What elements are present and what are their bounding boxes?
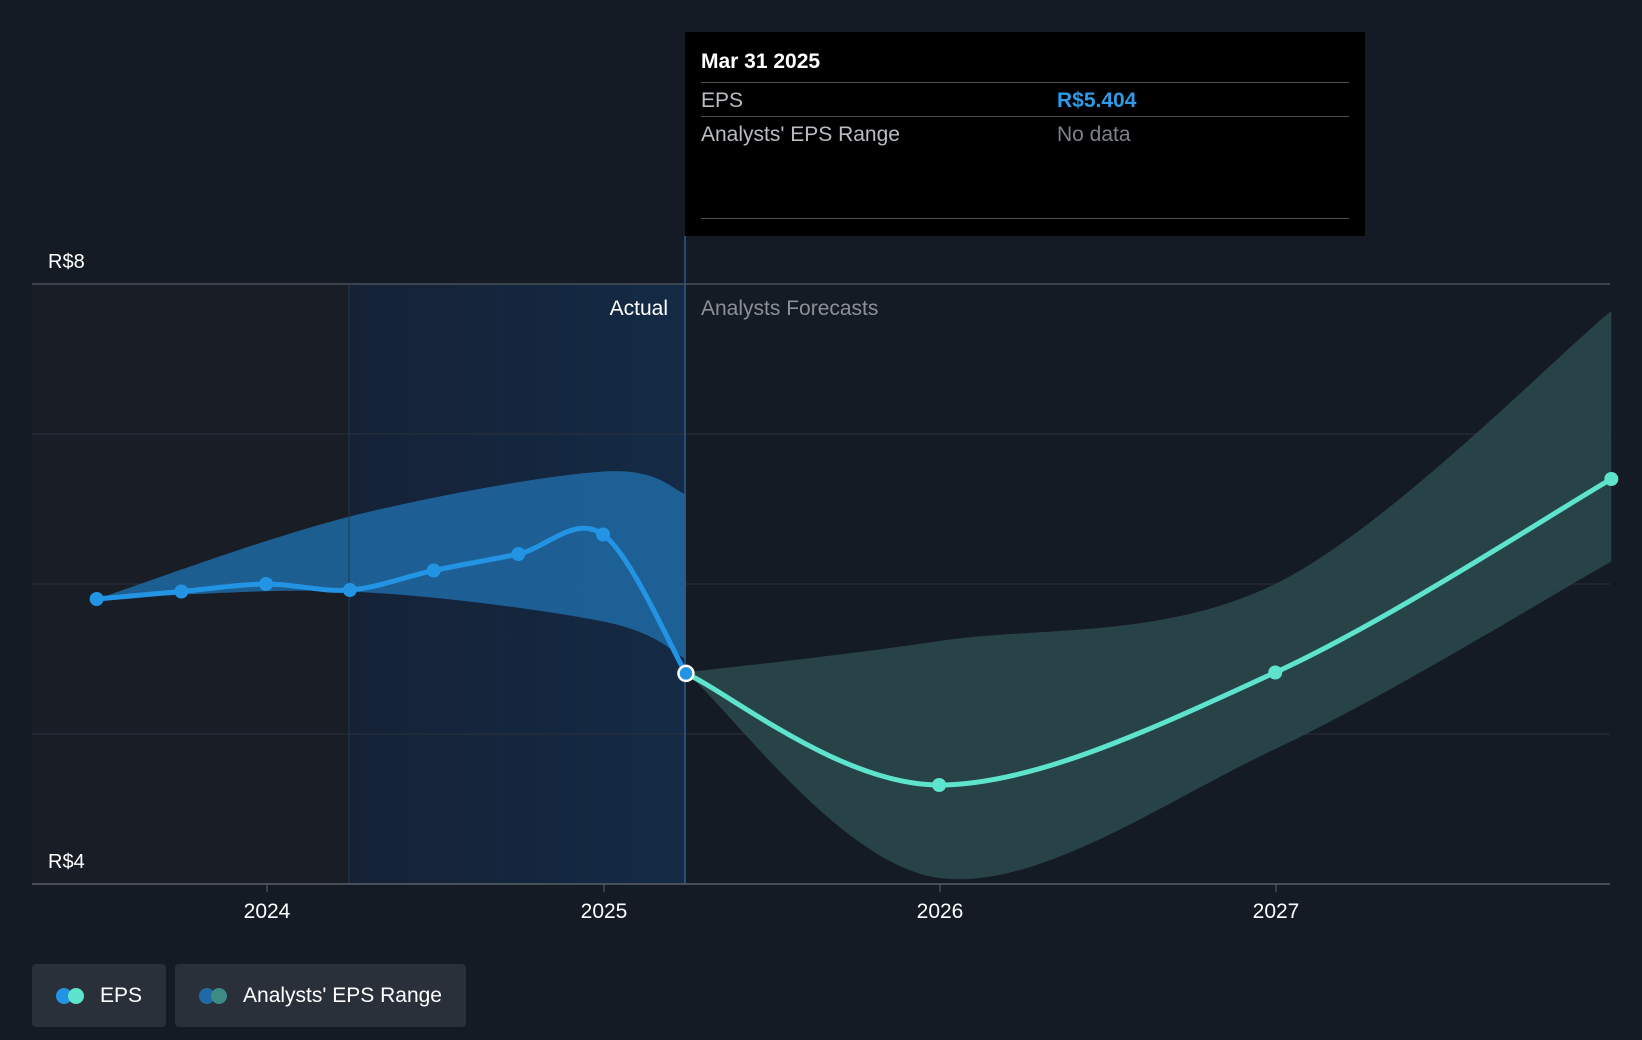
tooltip-eps-row: EPS R$5.404 (701, 82, 1349, 117)
eps-point (174, 584, 189, 599)
eps-point (89, 592, 104, 606)
eps-point (1268, 665, 1283, 680)
x-tick-label: 2025 (581, 900, 628, 923)
legend-item-eps[interactable]: EPS (32, 964, 167, 1027)
legend-dot (211, 987, 228, 1004)
tooltip: Mar 31 2025 EPS R$5.404 Analysts' EPS Ra… (685, 32, 1365, 236)
legend: EPS Analysts' EPS Range (32, 964, 466, 1027)
eps-range-band (685, 311, 1612, 880)
highlight-point (677, 664, 695, 683)
legend-label: EPS (100, 983, 143, 1007)
tooltip-range-value: No data (1057, 123, 1131, 146)
y-tick-label: R$4 (48, 851, 85, 873)
actual-label: Actual (610, 297, 668, 320)
y-tick-label: R$8 (48, 251, 85, 273)
legend-label: Analysts' EPS Range (243, 983, 442, 1007)
tooltip-divider (701, 218, 1349, 219)
legend-item-range[interactable]: Analysts' EPS Range (175, 964, 466, 1027)
eps-point (259, 577, 274, 591)
eps-point (511, 547, 526, 561)
eps-point (596, 527, 611, 542)
x-tick-label: 2024 (244, 900, 291, 923)
eps-point (342, 583, 357, 597)
legend-dot (68, 987, 84, 1004)
eps-points (89, 472, 1619, 792)
x-tick-label: 2026 (917, 900, 964, 923)
tooltip-date: Mar 31 2025 (701, 50, 821, 73)
eps-line (683, 476, 1614, 788)
range-legend-icon (199, 987, 229, 1004)
eps-point (426, 563, 441, 578)
tooltip-range-row: Analysts' EPS Range No data (701, 116, 1349, 151)
x-ticks: 2024 2025 2026 2027 (244, 884, 1300, 923)
forecast-label: Analysts Forecasts (701, 297, 878, 320)
tooltip-eps-label: EPS (701, 89, 744, 112)
eps-range-band (96, 471, 686, 659)
tooltip-range-label: Analysts' EPS Range (701, 123, 900, 146)
x-tick-label: 2027 (1253, 900, 1300, 923)
eps-point (1604, 472, 1619, 486)
eps-legend-icon (56, 987, 86, 1004)
eps-point (932, 778, 947, 792)
tooltip-eps-value: R$5.404 (1057, 89, 1137, 112)
range-bands (96, 311, 1612, 880)
